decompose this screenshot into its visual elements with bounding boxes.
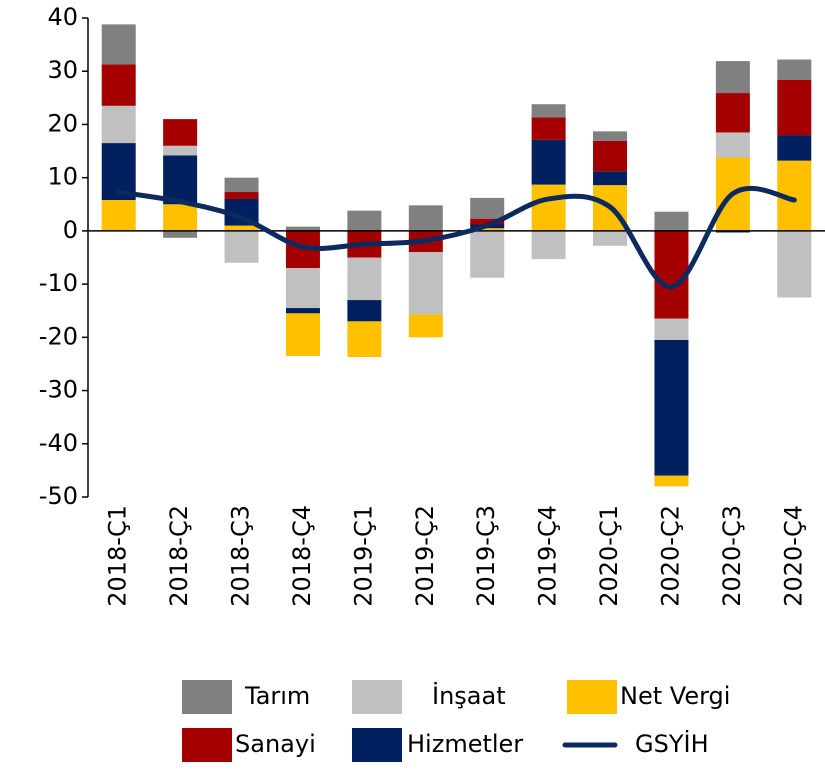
bar-segment [531,104,566,118]
x-tick-label: 2018-Ç4 [288,505,316,607]
bar-segment [163,230,198,238]
bar-segment [224,192,259,199]
bar-segment [777,230,812,298]
y-tick-label: 10 [47,163,78,191]
x-tick-label: 2020-Ç4 [779,505,807,607]
bar-segment [715,132,750,158]
bar-segment [408,205,443,231]
x-tick-label: 2019-Ç2 [411,505,439,607]
legend-swatch [352,728,402,762]
y-tick-label: -40 [39,429,78,457]
legend-label: Tarım [244,682,310,710]
bar-segment [347,210,382,231]
x-tick-label: 2019-Ç1 [349,505,377,607]
bar-segment [163,155,198,205]
bar-segment [531,139,566,185]
legend-label: Sanayi [235,730,316,758]
bar-segment [101,200,136,231]
bar-segment [531,117,566,140]
bar-segment [593,131,628,141]
x-tick-label: 2020-Ç3 [718,505,746,607]
bar-segment [101,64,136,106]
bar-segment [470,230,505,278]
bar-segment [531,184,566,231]
bar-segment [285,226,320,231]
bar-segment [224,230,259,263]
legend-swatch [182,680,232,714]
x-tick-label: 2018-Ç3 [227,505,255,607]
bar-segment [654,475,689,487]
bar-segment [163,119,198,146]
line-series [116,185,797,290]
x-tick-label: 2020-Ç1 [595,505,623,607]
bar-segment [593,230,628,246]
bar-segment [593,140,628,172]
y-tick-label: -30 [39,376,78,404]
y-tick-label: -10 [39,269,78,297]
bar-segment [347,300,382,322]
bar-segment [715,230,750,233]
bar-segment [777,135,812,161]
legend-label: İnşaat [432,681,506,710]
bar-segment [101,24,136,65]
x-tick-label: 2018-Ç2 [165,505,193,607]
bar-segment [347,257,382,301]
y-tick-label: 20 [47,109,78,137]
bar-segment [408,314,443,338]
y-tick-label: 0 [63,216,78,244]
bar-segment [285,313,320,356]
x-tick-label: 2019-Ç3 [472,505,500,607]
legend-swatch [352,680,402,714]
y-tick-label: 40 [47,3,78,31]
bar-segment [470,197,505,219]
legend-label: GSYİH [635,729,709,758]
bar-segment [715,61,750,94]
legend-label: Hizmetler [407,730,523,758]
legend-label: Net Vergi [620,682,730,710]
bar-segment [715,93,750,133]
bar-segment [285,268,320,309]
bar-segment [593,171,628,186]
bar-segment [347,321,382,358]
bar-segment [470,218,505,225]
bar-segment [654,339,689,476]
bar-segment [777,79,812,136]
bar-segment [163,204,198,231]
bar-segment [224,177,259,193]
x-tick-label: 2018-Ç1 [104,505,132,607]
x-tick-label: 2019-Ç4 [534,505,562,607]
bar-segment [470,228,505,231]
bar-segment [408,252,443,315]
legend-swatch [567,680,617,714]
bar-segment [777,59,812,80]
bar-segment [101,105,136,144]
y-tick-label: 30 [47,56,78,84]
y-tick-label: -50 [39,482,78,510]
bar-segment [285,308,320,314]
bar-segment [531,230,566,260]
y-tick-label: -20 [39,322,78,350]
bar-segment [224,225,259,231]
x-tick-label: 2020-Ç2 [656,505,684,607]
bar-segment [163,145,198,156]
bar-segment [654,318,689,340]
legend-swatch [182,728,232,762]
bar-segment [654,211,689,231]
